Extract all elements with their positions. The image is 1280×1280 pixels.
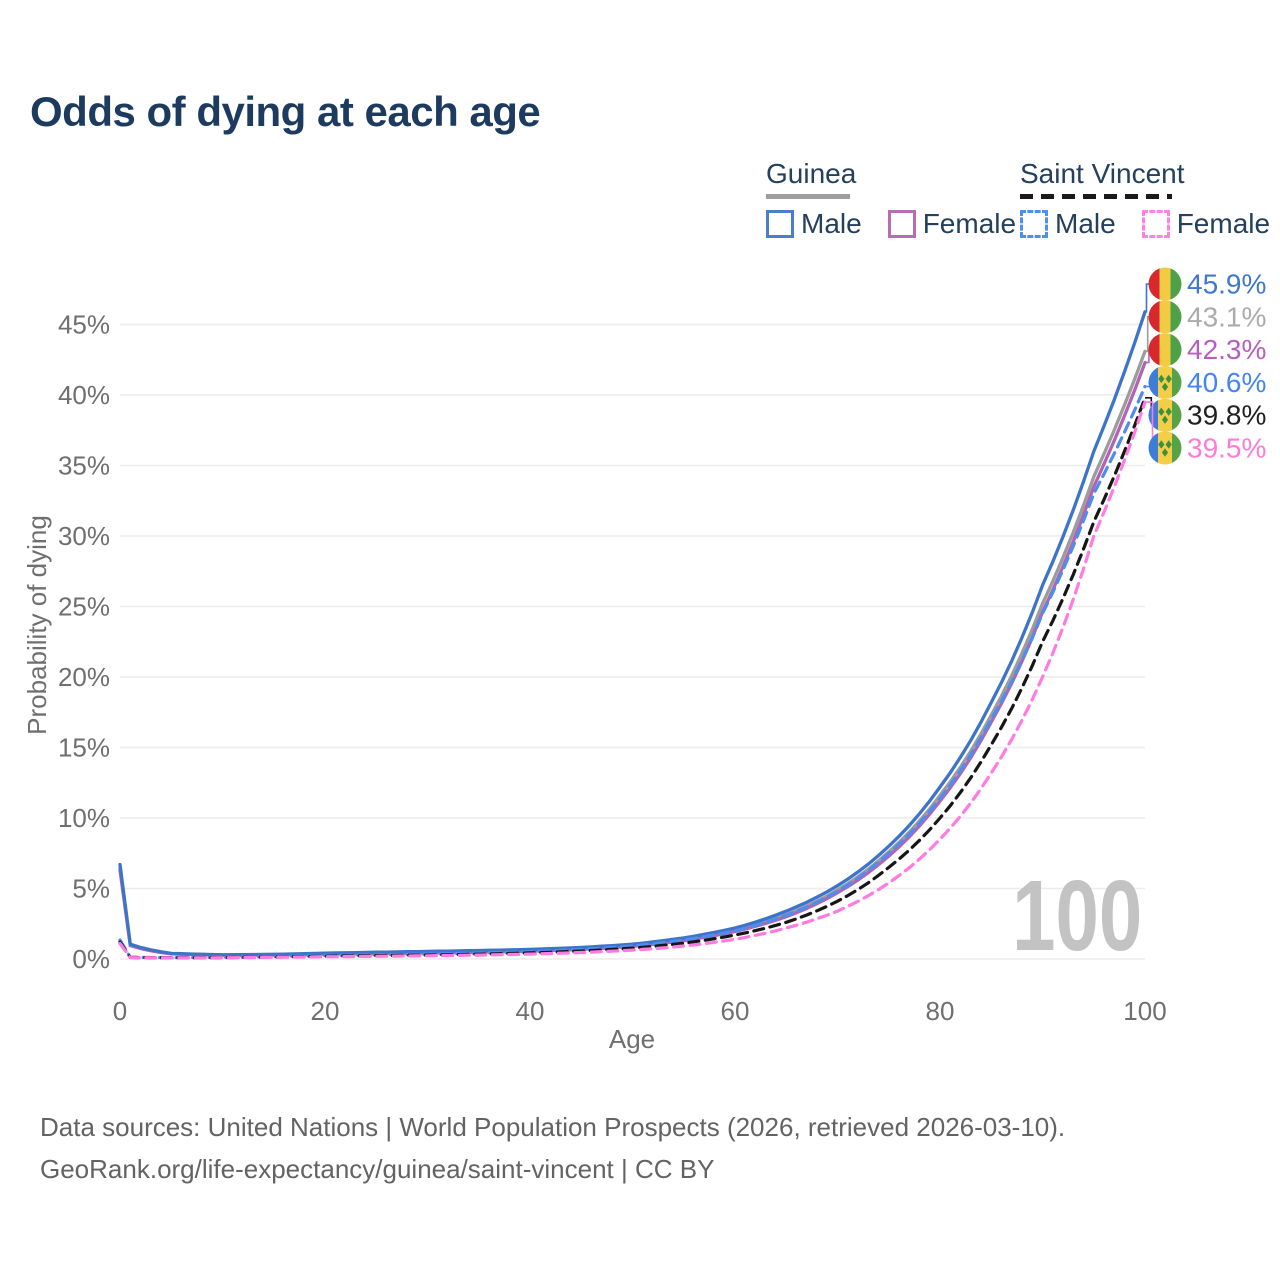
legend-item-label: Female: [922, 208, 1017, 239]
x-axis-title: Age: [609, 1024, 655, 1054]
gridlines: [120, 323, 1145, 960]
x-tick-label: 100: [1123, 996, 1166, 1026]
legend-swatch-icon: [887, 210, 916, 238]
legend-item-label: Female: [1176, 208, 1271, 239]
footer-attribution: GeoRank.org/life-expectancy/guinea/saint…: [40, 1154, 715, 1184]
x-tick-label: 0: [113, 996, 127, 1026]
x-tick-label: 80: [926, 996, 955, 1026]
age-watermark: 100: [1012, 860, 1143, 972]
legend-group-label: Guinea: [766, 158, 857, 189]
legend-item-label: Male: [801, 208, 862, 239]
x-tick-label: 40: [516, 996, 545, 1026]
footer-sources: Data sources: United Nations | World Pop…: [40, 1112, 1066, 1142]
legend-line-style-sample: [1020, 194, 1172, 199]
legend-group-label: Saint Vincent: [1020, 158, 1185, 189]
end-label-value: 45.9%: [1187, 269, 1266, 300]
legend-swatch-icon: [1020, 210, 1048, 238]
legend-item-label: Male: [1055, 208, 1116, 239]
legend-item-male: Male: [1020, 208, 1116, 240]
saint-vincent-flag-icon: [1148, 398, 1182, 432]
y-axis-title: Probability of dying: [22, 515, 52, 735]
legend-item-female: Female: [1141, 208, 1271, 240]
legend-line-style-sample: [766, 194, 850, 199]
guinea-flag-icon: [1148, 300, 1182, 334]
legend-group-saint-vincent: Saint Vincent Male Female: [1020, 158, 1280, 240]
x-tick-label: 60: [721, 996, 750, 1026]
legend-swatch-icon: [766, 210, 794, 238]
y-tick-label: 30%: [58, 521, 110, 551]
end-labels: 45.9%43.1%42.3%40.6%39.8%39.5%: [1145, 267, 1266, 465]
y-tick-label: 45%: [58, 310, 110, 340]
page-title: Odds of dying at each age: [30, 88, 541, 135]
x-tick-label: 20: [311, 996, 340, 1026]
y-tick-label: 25%: [58, 592, 110, 622]
guinea-flag-icon: [1148, 267, 1182, 301]
series-line-guinea-female: [118, 360, 1147, 957]
footer: Data sources: United Nations | World Pop…: [40, 1106, 1065, 1190]
axis-ticks: 0% 5% 10% 15% 20% 25% 30% 35% 40% 45% 0 20 40 60 80 100: [58, 310, 1167, 1027]
series-line-guinea: [118, 349, 1147, 957]
y-tick-label: 0%: [72, 944, 110, 974]
series-line-saint-vincent: [118, 396, 1147, 960]
series-line-saint-vincent-female: [118, 400, 1147, 960]
end-label-value: 42.3%: [1187, 334, 1266, 365]
end-label-value: 39.8%: [1187, 400, 1266, 431]
end-label-value: 43.1%: [1187, 301, 1266, 332]
y-tick-label: 15%: [58, 733, 110, 763]
end-label-connector: [1145, 316, 1149, 353]
legend-group-guinea: Guinea Male Female: [766, 158, 1042, 240]
series-line-saint-vincent-male: [118, 384, 1147, 960]
legend-item-female: Female: [887, 208, 1017, 240]
end-label-connector: [1145, 283, 1149, 313]
saint-vincent-flag-icon: [1148, 431, 1182, 465]
y-tick-label: 20%: [58, 662, 110, 692]
y-tick-label: 40%: [58, 380, 110, 410]
series-lines: [118, 310, 1147, 960]
end-label-value: 39.5%: [1187, 433, 1266, 464]
series-line-guinea-male: [118, 310, 1147, 957]
legend-item-male: Male: [766, 208, 862, 240]
y-tick-label: 5%: [72, 874, 110, 904]
saint-vincent-flag-icon: [1148, 365, 1182, 399]
y-tick-label: 35%: [58, 451, 110, 481]
end-label-value: 40.6%: [1187, 367, 1266, 398]
y-tick-label: 10%: [58, 803, 110, 833]
guinea-flag-icon: [1148, 333, 1182, 367]
legend-swatch-icon: [1141, 210, 1170, 238]
